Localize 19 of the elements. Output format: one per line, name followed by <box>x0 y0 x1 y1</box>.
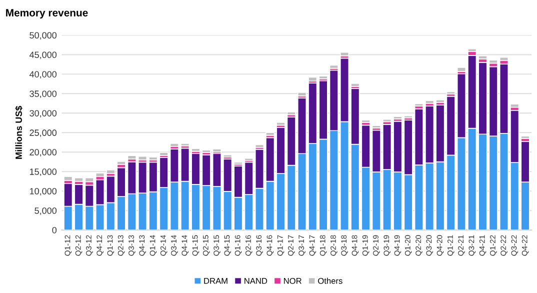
chart-title: Memory revenue <box>6 9 88 18</box>
y-tick-label: 45,000 <box>29 52 57 60</box>
legend-label: DRAM <box>204 278 228 284</box>
legend-label: NOR <box>284 278 302 284</box>
y-tick-label: 40,000 <box>29 71 57 79</box>
legend-label: Others <box>318 278 342 284</box>
legend-label: NAND <box>244 278 268 284</box>
y-tick-label: 0 <box>52 226 57 234</box>
y-tick-label: 30,000 <box>30 110 57 118</box>
bar <box>340 52 350 56</box>
y-tick-label: 20,000 <box>30 149 57 156</box>
y-tick-label: 25,000 <box>30 130 57 138</box>
y-tick-label: 50,000 <box>30 32 57 40</box>
y-tick-label: 15,000 <box>30 168 57 176</box>
y-tick-label: 35,000 <box>30 90 57 98</box>
bar <box>468 48 477 52</box>
y-tick-label: 10,000 <box>30 188 57 196</box>
y-axis-title: Millions US$ <box>15 106 23 159</box>
y-tick-label: 5,000 <box>34 207 57 215</box>
